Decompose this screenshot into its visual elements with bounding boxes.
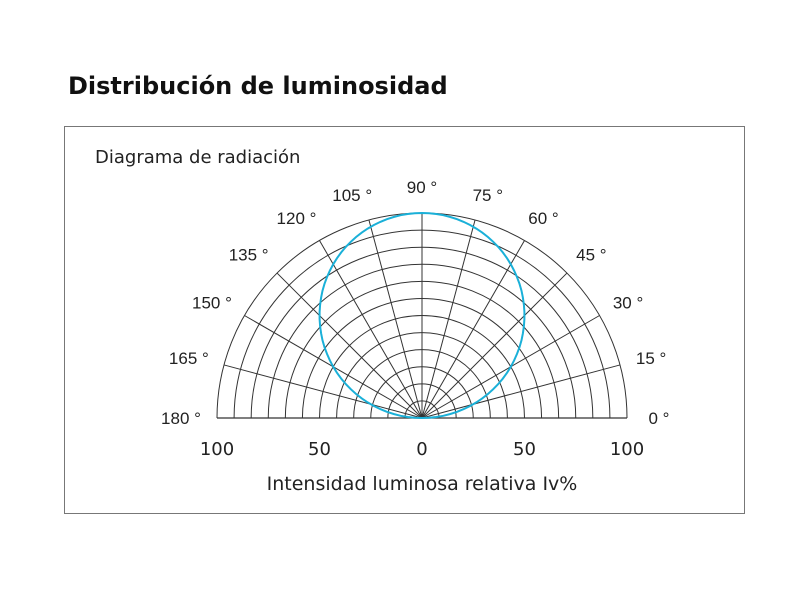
chart-frame: [64, 126, 745, 514]
x-axis-label: Intensidad luminosa relativa Iv%: [267, 473, 578, 495]
page-title: Distribución de luminosidad: [68, 72, 448, 100]
grid-spoke: [276, 272, 423, 419]
radial-tick-label: 0: [416, 439, 427, 460]
grid-spoke: [223, 364, 423, 419]
angle-tick-label: 15 °: [636, 349, 666, 368]
intensity-curve: [318, 211, 526, 419]
angle-tick-label: 30 °: [613, 294, 643, 313]
grid-spoke: [319, 240, 423, 419]
grid-spoke: [421, 219, 476, 419]
radial-tick-label: 50: [513, 439, 536, 460]
angle-tick-label: 45 °: [576, 246, 606, 265]
radial-tick-label: 100: [200, 439, 234, 460]
angle-tick-label: 180 °: [161, 409, 201, 428]
angle-tick-label: 105 °: [332, 186, 372, 205]
radial-tick-label: 50: [308, 439, 331, 460]
angle-tick-label: 165 °: [169, 349, 209, 368]
grid-spoke: [368, 219, 423, 419]
chart-title: Diagrama de radiación: [95, 147, 301, 168]
angle-tick-label: 135 °: [229, 246, 269, 265]
radial-tick-label: 100: [610, 439, 644, 460]
angle-tick-label: 90 °: [407, 178, 437, 197]
angle-tick-label: 75 °: [473, 186, 503, 205]
angle-tick-label: 60 °: [528, 209, 558, 228]
grid-spoke: [421, 364, 621, 419]
angle-tick-label: 120 °: [277, 209, 317, 228]
angle-tick-label: 0 °: [649, 409, 670, 428]
angle-tick-label: 150 °: [192, 294, 232, 313]
grid-spoke: [421, 272, 568, 419]
grid-spoke: [421, 240, 525, 419]
